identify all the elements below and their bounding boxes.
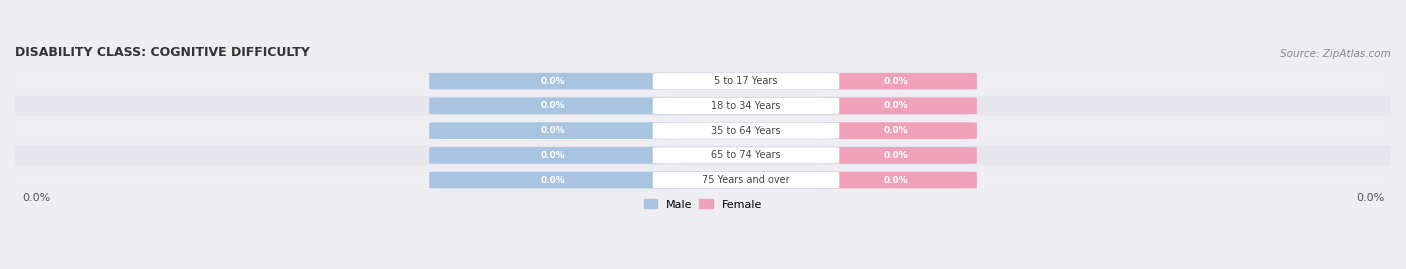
Text: 0.0%: 0.0% xyxy=(541,151,565,160)
Text: 0.0%: 0.0% xyxy=(883,77,908,86)
Text: 65 to 74 Years: 65 to 74 Years xyxy=(711,150,780,160)
FancyBboxPatch shape xyxy=(652,98,839,114)
FancyBboxPatch shape xyxy=(0,146,1406,165)
FancyBboxPatch shape xyxy=(652,73,839,90)
Text: 0.0%: 0.0% xyxy=(22,193,51,203)
Text: 0.0%: 0.0% xyxy=(883,151,908,160)
FancyBboxPatch shape xyxy=(429,172,678,189)
Text: 18 to 34 Years: 18 to 34 Years xyxy=(711,101,780,111)
Text: 0.0%: 0.0% xyxy=(883,126,908,135)
FancyBboxPatch shape xyxy=(814,73,977,90)
FancyBboxPatch shape xyxy=(0,171,1406,190)
FancyBboxPatch shape xyxy=(429,122,678,139)
FancyBboxPatch shape xyxy=(429,73,678,90)
Text: 0.0%: 0.0% xyxy=(883,101,908,110)
Text: 35 to 64 Years: 35 to 64 Years xyxy=(711,126,780,136)
FancyBboxPatch shape xyxy=(429,147,678,164)
Text: 0.0%: 0.0% xyxy=(541,77,565,86)
FancyBboxPatch shape xyxy=(0,121,1406,140)
FancyBboxPatch shape xyxy=(0,96,1406,115)
Text: Source: ZipAtlas.com: Source: ZipAtlas.com xyxy=(1281,49,1391,59)
Text: 0.0%: 0.0% xyxy=(541,101,565,110)
FancyBboxPatch shape xyxy=(652,122,839,139)
FancyBboxPatch shape xyxy=(429,98,678,114)
FancyBboxPatch shape xyxy=(814,172,977,189)
Text: 5 to 17 Years: 5 to 17 Years xyxy=(714,76,778,86)
Text: 0.0%: 0.0% xyxy=(883,176,908,185)
Text: 0.0%: 0.0% xyxy=(541,126,565,135)
FancyBboxPatch shape xyxy=(652,147,839,164)
FancyBboxPatch shape xyxy=(0,72,1406,91)
FancyBboxPatch shape xyxy=(814,98,977,114)
Text: DISABILITY CLASS: COGNITIVE DIFFICULTY: DISABILITY CLASS: COGNITIVE DIFFICULTY xyxy=(15,46,309,59)
FancyBboxPatch shape xyxy=(652,172,839,189)
Text: 0.0%: 0.0% xyxy=(1355,193,1384,203)
FancyBboxPatch shape xyxy=(814,147,977,164)
Legend: Male, Female: Male, Female xyxy=(640,195,766,214)
FancyBboxPatch shape xyxy=(814,122,977,139)
Text: 75 Years and over: 75 Years and over xyxy=(702,175,790,185)
Text: 0.0%: 0.0% xyxy=(541,176,565,185)
